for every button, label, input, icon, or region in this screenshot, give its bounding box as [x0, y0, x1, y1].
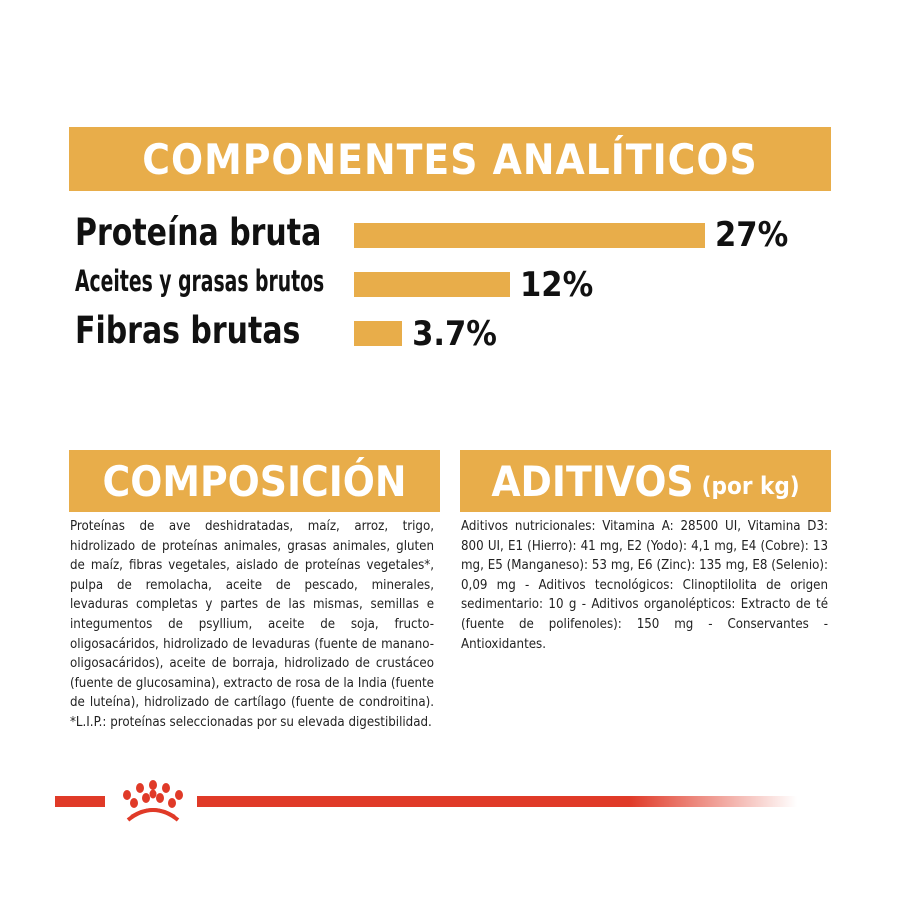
analytics-value: 3.7%	[412, 314, 497, 354]
additives-subtitle: (por kg)	[701, 472, 800, 500]
analytics-bar	[354, 223, 705, 248]
additives-title: ADITIVOS	[491, 456, 694, 506]
composition-text: Proteínas de ave deshidratadas, maíz, ar…	[70, 519, 434, 730]
analytics-label: Fibras brutas	[75, 309, 301, 352]
additives-banner: ADITIVOS (por kg)	[460, 450, 831, 512]
additives-text: Aditivos nutricionales: Vitamina A: 2850…	[461, 519, 828, 652]
composition-banner: COMPOSICIÓN	[69, 450, 440, 512]
analytics-title: COMPONENTES ANALÍTICOS	[142, 134, 758, 184]
analytics-bar	[354, 321, 403, 346]
analytics-label: Proteína bruta	[75, 211, 322, 254]
footer-line-left	[55, 796, 105, 807]
analytics-row: Fibras brutas 3.7%	[0, 309, 900, 354]
composition-title: COMPOSICIÓN	[102, 456, 407, 506]
analytics-row: Proteína bruta 27%	[0, 211, 900, 255]
footer-line-right	[197, 796, 797, 807]
analytics-label: Aceites y grasas brutos	[75, 264, 325, 298]
analytics-bar	[354, 272, 510, 297]
royal-canin-crown-icon	[123, 780, 183, 822]
analytics-title-banner: COMPONENTES ANALÍTICOS	[69, 127, 831, 191]
analytics-value: 27%	[715, 215, 789, 255]
analytics-value: 12%	[520, 265, 594, 305]
analytics-row: Aceites y grasas brutos 12%	[0, 264, 900, 305]
